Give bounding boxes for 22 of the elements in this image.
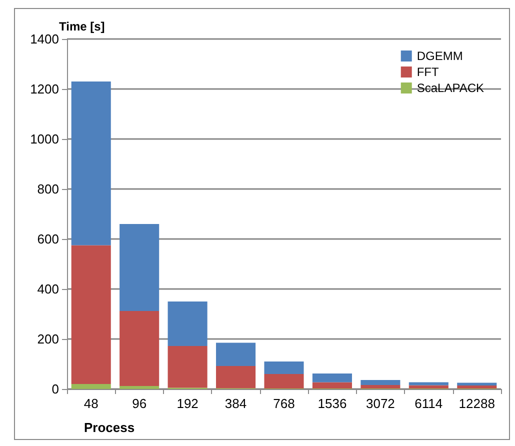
y-tick-label: 1000: [30, 132, 59, 146]
y-tick-label: 600: [37, 232, 59, 246]
x-tick-label: 12288: [458, 396, 495, 411]
x-tick-label: 6114: [414, 396, 443, 411]
x-tick-label: 96: [132, 396, 147, 411]
legend-label: DGEMM: [416, 49, 463, 63]
y-tick-label: 200: [37, 332, 59, 346]
x-tick-label: 768: [273, 396, 295, 411]
x-axis-title: Process: [84, 420, 135, 435]
legend-label: ScaLAPACK: [416, 81, 484, 95]
x-tick-label: 192: [176, 396, 198, 411]
x-tick-label: 1536: [318, 396, 347, 411]
y-tick-label: 1400: [30, 32, 59, 46]
y-axis-title: Time [s]: [59, 20, 105, 34]
x-tick-label: 48: [84, 396, 98, 411]
y-tick-label: 0: [52, 382, 59, 396]
y-tick-label: 1200: [30, 82, 59, 96]
y-tick-label: 400: [37, 282, 59, 296]
legend-label: FFT: [416, 65, 440, 79]
x-tick-label: 3072: [366, 396, 395, 411]
y-tick-label: 800: [37, 182, 59, 196]
x-tick-label: 384: [224, 396, 247, 411]
